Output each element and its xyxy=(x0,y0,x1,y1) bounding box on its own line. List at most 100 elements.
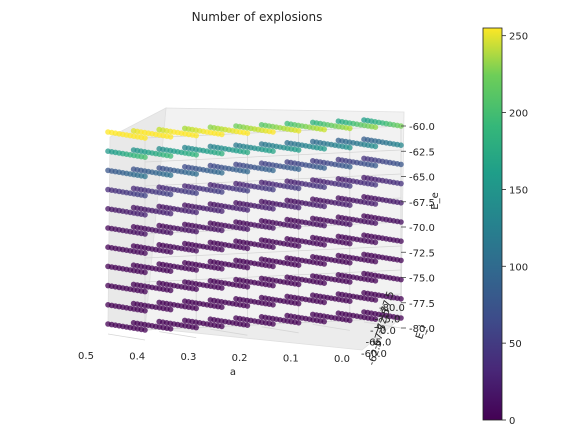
x-axis-ticks: 0.5 0.4 0.3 0.2 0.1 0.0 xyxy=(78,351,350,365)
scatter-point xyxy=(156,299,162,306)
scatter-point xyxy=(130,262,137,269)
scatter-point xyxy=(310,253,316,260)
scatter-point xyxy=(284,140,291,146)
scatter-point xyxy=(258,237,265,243)
scatter-point xyxy=(182,202,188,208)
scatter-point xyxy=(361,194,367,200)
scatter-point xyxy=(182,240,188,247)
scatter-point xyxy=(182,298,188,305)
gridline xyxy=(363,321,402,329)
scatter-point xyxy=(156,280,162,287)
z-tick-label: -70.0 xyxy=(409,223,435,234)
scatter-point xyxy=(335,195,342,201)
scatter-point xyxy=(130,147,137,153)
scatter-point xyxy=(258,218,265,224)
scatter-point xyxy=(310,215,316,222)
scatter-point xyxy=(182,183,188,189)
scatter-point xyxy=(335,252,342,259)
colorbar-tick-label: 150 xyxy=(509,185,528,196)
scatter-point xyxy=(310,158,316,164)
y-tick-label: -75.0 xyxy=(375,315,401,326)
gridline xyxy=(144,149,402,163)
scatter-point xyxy=(258,179,265,186)
gridline xyxy=(312,324,350,331)
scatter-point xyxy=(130,224,137,230)
scatter-point xyxy=(361,136,367,142)
z-tick-label: -60.0 xyxy=(409,122,435,133)
scatter-point xyxy=(258,275,265,282)
scatter-point xyxy=(310,273,316,279)
scatter-point xyxy=(361,251,367,258)
scatter-points xyxy=(105,117,404,333)
z-tick-label: -72.5 xyxy=(409,248,435,259)
y-tick-label: -60.0 xyxy=(361,349,387,360)
gridline xyxy=(210,328,248,336)
scatter-point xyxy=(207,316,214,323)
scatter-point xyxy=(284,293,291,300)
scatter-point xyxy=(207,297,214,303)
scatter-point xyxy=(258,122,265,128)
scatter-point xyxy=(284,197,291,204)
scatter-point xyxy=(130,300,137,307)
scatter-point xyxy=(130,128,137,134)
scatter-point xyxy=(335,233,342,240)
scatter-point xyxy=(284,236,291,242)
scatter-point xyxy=(233,219,239,225)
z-tick-label: -75.0 xyxy=(409,274,435,285)
gridline xyxy=(159,331,197,338)
scatter-point xyxy=(284,159,291,165)
scatter-point xyxy=(361,117,367,123)
scatter-point xyxy=(284,178,291,184)
scatter-point xyxy=(335,156,342,163)
scatter-point xyxy=(105,225,111,231)
scatter-point xyxy=(310,292,316,299)
scatter-point xyxy=(361,270,367,277)
scatter-point xyxy=(105,302,111,308)
scatter-point xyxy=(130,243,137,249)
scatter-point xyxy=(130,185,137,192)
scatter-point xyxy=(361,309,367,315)
y-tick-label: -65.0 xyxy=(366,338,392,349)
scatter-point xyxy=(233,180,239,187)
scatter-point xyxy=(310,177,316,183)
scatter-point xyxy=(335,214,342,220)
scatter-point xyxy=(361,155,367,162)
scatter-point xyxy=(361,232,367,238)
scatter-point xyxy=(233,123,239,129)
scatter-point xyxy=(233,200,239,206)
scatter-point xyxy=(130,281,137,288)
scatter-point xyxy=(258,294,265,301)
x-tick-label: 0.3 xyxy=(180,352,196,363)
x-tick-label: 0.2 xyxy=(232,353,248,364)
z-tick-label: -65.0 xyxy=(409,173,435,184)
chart-title: Number of explosions xyxy=(192,10,323,24)
x-tick-label: 0.0 xyxy=(334,354,350,365)
z-axis-ticks: -60.0 -62.5 -65.0 -67.5 -70.0 -72.5 -75.0 -77.5… xyxy=(401,122,435,335)
scatter-point xyxy=(156,126,162,133)
scatter-point xyxy=(207,182,214,188)
colorbar-tick-label: 100 xyxy=(509,262,528,273)
colorbar-gradient xyxy=(482,27,503,421)
scatter-point xyxy=(361,213,367,219)
scatter-point xyxy=(156,242,162,248)
z-axis-label: E_e xyxy=(430,192,441,209)
x-axis-label: a xyxy=(230,367,236,378)
colorbar-tick-label: 0 xyxy=(509,416,515,427)
scatter-point xyxy=(335,291,342,297)
scatter-point xyxy=(207,220,214,226)
scatter-point xyxy=(156,222,162,229)
scatter-point xyxy=(258,160,265,166)
scatter-point xyxy=(361,290,367,296)
scatter-point xyxy=(310,311,316,318)
gridline xyxy=(261,326,299,334)
scatter-point xyxy=(156,318,162,325)
scatter-point xyxy=(182,260,188,266)
colorbar-tick-label: 250 xyxy=(509,32,528,43)
scatter-point xyxy=(156,203,162,210)
scatter-point xyxy=(233,296,239,302)
scatter-point xyxy=(207,124,214,130)
scatter-point xyxy=(105,321,111,327)
colorbar-tick-label: 200 xyxy=(509,109,528,120)
y-axis-label: E_i xyxy=(414,324,429,341)
